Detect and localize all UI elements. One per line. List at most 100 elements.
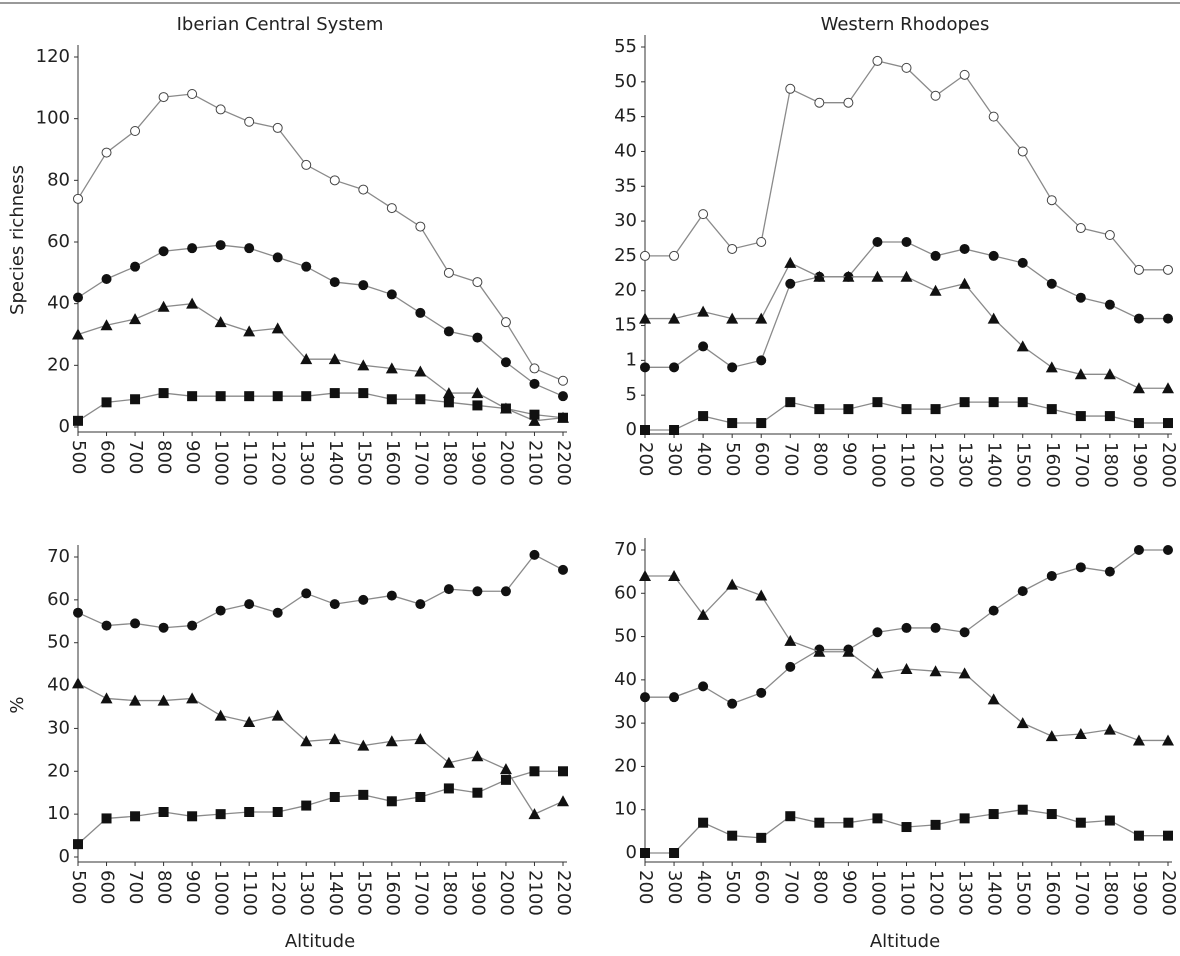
marker [1133, 545, 1144, 555]
marker [930, 819, 941, 830]
marker [129, 694, 142, 706]
marker [415, 599, 426, 610]
marker [1103, 723, 1116, 735]
marker [187, 243, 198, 254]
marker [157, 694, 170, 706]
marker [558, 375, 568, 386]
marker [958, 667, 971, 679]
x-tick-label: 1900 [1129, 442, 1150, 488]
marker [272, 252, 283, 263]
marker [1074, 368, 1087, 380]
marker [959, 397, 970, 408]
marker [301, 391, 312, 402]
series-line [77, 770, 563, 845]
x-tick-label: 200 [635, 870, 656, 904]
y-tick-label: 50 [614, 626, 637, 647]
marker [727, 418, 738, 429]
marker [500, 774, 511, 785]
y-tick-label: 20 [47, 354, 70, 375]
marker [756, 832, 767, 843]
x-tick-label: 500 [68, 440, 89, 474]
marker [272, 607, 283, 618]
marker [215, 240, 226, 251]
marker [301, 588, 312, 599]
marker [756, 236, 767, 247]
x-tick-label: 700 [780, 442, 801, 476]
series-line [77, 302, 564, 422]
x-tick-label: 1300 [296, 440, 317, 486]
marker [1132, 382, 1145, 394]
x-tick-label: 1300 [955, 870, 976, 916]
x-tick-label: 1400 [325, 870, 346, 916]
x-tick-label: 1900 [1129, 870, 1150, 916]
marker [414, 365, 427, 377]
x-axis-label: Altitude [870, 931, 940, 952]
marker [785, 83, 796, 94]
x-tick-label: 700 [125, 870, 146, 904]
marker [1017, 397, 1028, 408]
x-tick-label: 1500 [1013, 442, 1034, 488]
y-tick-label: 0 [59, 846, 70, 867]
marker [244, 116, 255, 127]
marker [930, 622, 941, 633]
marker [842, 645, 855, 657]
x-tick-label: 1800 [1100, 870, 1121, 916]
x-tick-label: 2200 [553, 440, 574, 486]
y-tick-label: 30 [47, 717, 70, 738]
marker [443, 267, 454, 278]
marker [186, 692, 199, 704]
marker [1046, 278, 1057, 289]
marker [843, 817, 854, 828]
marker [558, 766, 568, 777]
marker [558, 391, 568, 402]
y-tick-label: 20 [614, 755, 637, 776]
marker [272, 122, 283, 133]
marker [272, 807, 283, 817]
marker [727, 362, 738, 373]
y-tick-label: 50 [47, 632, 70, 653]
marker [130, 811, 141, 822]
x-tick-label: 1000 [211, 440, 232, 486]
marker [843, 404, 854, 415]
marker [385, 735, 398, 747]
marker [1045, 361, 1058, 373]
marker [557, 795, 569, 807]
marker [640, 250, 650, 261]
x-tick-label: 1600 [1042, 870, 1063, 916]
y-tick-label: 40 [47, 293, 70, 314]
marker [357, 739, 370, 751]
marker [929, 284, 942, 296]
x-tick-label: 1400 [984, 442, 1005, 488]
marker [1016, 717, 1029, 729]
marker [358, 184, 369, 195]
x-tick-label: 2100 [524, 870, 545, 916]
marker [129, 313, 142, 325]
marker [187, 391, 198, 402]
marker [1017, 257, 1028, 268]
marker [1163, 418, 1173, 429]
marker [158, 807, 169, 817]
marker [500, 586, 511, 597]
y-tick-label: 70 [47, 546, 70, 567]
marker [243, 716, 256, 727]
marker [987, 312, 1000, 324]
marker [697, 608, 710, 620]
marker [73, 415, 83, 426]
marker [272, 391, 283, 402]
x-tick-label: 300 [664, 442, 685, 476]
y-tick-label: 1 [626, 349, 637, 370]
marker [1133, 264, 1144, 275]
marker [843, 97, 854, 108]
marker [814, 97, 825, 108]
marker [1133, 418, 1144, 429]
x-tick-label: 2200 [553, 870, 574, 916]
x-tick-label: 1700 [410, 870, 431, 916]
marker [130, 618, 141, 629]
marker [500, 403, 511, 414]
marker [130, 261, 141, 272]
x-tick-label: 1700 [1071, 870, 1092, 916]
marker [158, 388, 169, 399]
marker [1104, 411, 1115, 422]
x-tick-label: 900 [182, 870, 203, 904]
marker [872, 236, 883, 247]
